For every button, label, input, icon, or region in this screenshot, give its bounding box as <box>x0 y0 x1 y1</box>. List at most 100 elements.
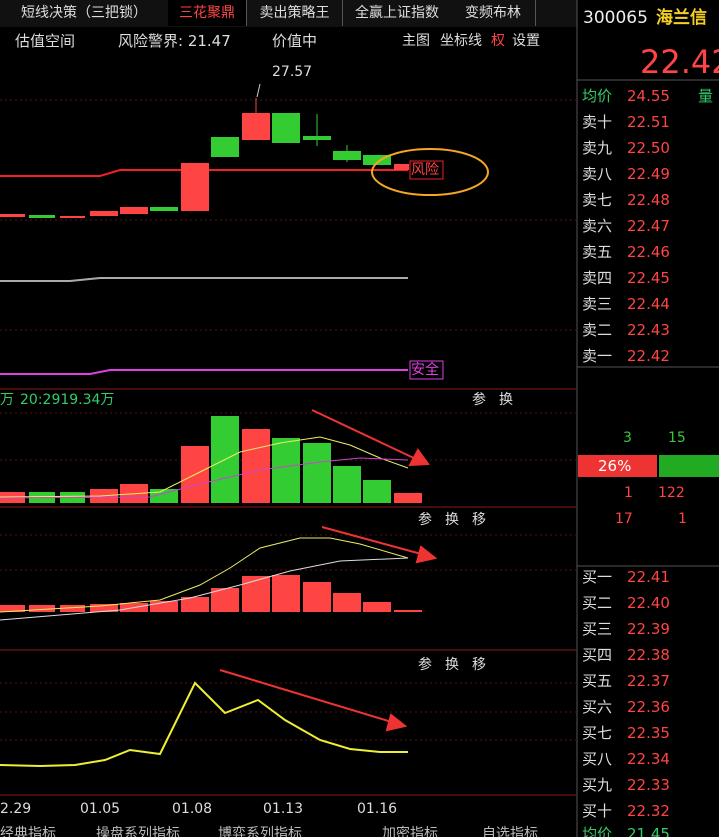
book-price: 22.32 <box>627 802 670 820</box>
stat: 17 <box>615 511 633 527</box>
book-price: 22.48 <box>627 191 670 209</box>
stat: 122 <box>658 485 685 501</box>
panel-button[interactable]: 换 <box>445 512 459 528</box>
grid <box>0 99 577 741</box>
date-label: 01.05 <box>80 801 121 817</box>
book-price: 22.46 <box>627 243 670 261</box>
book-label: 卖三 <box>582 295 613 313</box>
tab[interactable]: 全赢上证指数 <box>343 0 452 26</box>
volume-unit: 万 <box>0 392 14 408</box>
toolbar-item: 估值空间 <box>15 32 76 50</box>
tab[interactable]: 变频布林 <box>451 0 536 26</box>
avg-label: 均价 <box>582 87 613 105</box>
stock-price: 22.42 <box>640 43 719 81</box>
date-label: 01.13 <box>263 801 304 817</box>
panel-button[interactable]: 参 <box>418 657 432 673</box>
volume-bars <box>0 416 422 503</box>
book-price: 22.39 <box>627 620 670 638</box>
stock-code: 300065 <box>583 8 648 28</box>
book-label: 卖十 <box>582 113 613 131</box>
risk-box <box>409 160 444 180</box>
book-label: 卖七 <box>582 191 613 209</box>
risk-label: 风险 <box>411 162 439 178</box>
avg-price: 21.45 <box>627 825 670 837</box>
stat: 1 <box>678 511 687 527</box>
panel-button[interactable]: 移 <box>472 657 486 673</box>
book-label: 卖二 <box>582 321 613 339</box>
panel-button[interactable]: 参 <box>472 392 486 408</box>
panel3-line <box>0 681 408 768</box>
book-label: 买二 <box>582 594 613 612</box>
stock-name: 海兰信 <box>656 8 707 28</box>
book-label: 卖八 <box>582 165 613 183</box>
book-label: 买六 <box>582 698 613 716</box>
safe-label: 安全 <box>411 362 439 378</box>
book-label: 卖五 <box>582 243 613 261</box>
panel-button[interactable]: 参 <box>418 512 432 528</box>
panel-button[interactable]: 移 <box>472 512 486 528</box>
highlight-ellipse <box>371 148 489 196</box>
book-price: 22.35 <box>627 724 670 742</box>
ratio-buy <box>659 455 719 477</box>
avg-price: 24.55 <box>627 87 670 105</box>
date-label: 01.16 <box>357 801 398 817</box>
bottom-tab[interactable]: 加密指标 <box>382 826 438 837</box>
book-label: 买一 <box>582 568 613 586</box>
date-label: 2.29 <box>0 801 32 817</box>
stat: 15 <box>668 430 686 446</box>
book-price: 22.47 <box>627 217 670 235</box>
stat: 1 <box>624 485 633 501</box>
bottom-tab[interactable]: 操盘系列指标 <box>96 826 180 837</box>
toolbar-button[interactable]: 主图 <box>402 33 430 49</box>
book-label: 卖六 <box>582 217 613 235</box>
book-label: 买四 <box>582 646 613 664</box>
high-label: 27.57 <box>272 64 313 80</box>
bottom-tab[interactable]: 博弈系列指标 <box>218 826 302 837</box>
book-price: 22.36 <box>627 698 670 716</box>
book-price: 22.34 <box>627 750 670 768</box>
book-price: 22.38 <box>627 646 670 664</box>
book-label: 买八 <box>582 750 613 768</box>
candles <box>0 98 409 218</box>
toolbar-item: 价值中 <box>272 32 318 50</box>
book-price: 22.41 <box>627 568 670 586</box>
book-price: 22.43 <box>627 321 670 339</box>
avg-label: 均价 <box>582 825 613 837</box>
book-price: 22.45 <box>627 269 670 287</box>
book-price: 22.50 <box>627 139 670 157</box>
safe-box <box>409 360 444 380</box>
book-price: 22.44 <box>627 295 670 313</box>
date-label: 01.08 <box>172 801 213 817</box>
stat: 3 <box>623 430 632 446</box>
safe-line <box>0 369 408 375</box>
book-price: 22.42 <box>627 347 670 365</box>
book-label: 买三 <box>582 620 613 638</box>
toolbar-button[interactable]: 设置 <box>512 33 540 49</box>
mid-line <box>0 277 408 282</box>
book-price: 22.40 <box>627 594 670 612</box>
toolbar-button[interactable]: 坐标线 <box>440 33 482 49</box>
book-price: 22.51 <box>627 113 670 131</box>
book-label: 卖四 <box>582 269 613 287</box>
trend-arrows <box>219 409 438 732</box>
ratio-sell <box>578 455 657 477</box>
panel2-bars <box>0 537 422 621</box>
tab[interactable]: 卖出策略王 <box>247 0 343 26</box>
toolbar-item: 风险警界: 21.47 <box>118 32 231 50</box>
bottom-tab[interactable]: 经典指标 <box>0 826 56 837</box>
book-price: 22.37 <box>627 672 670 690</box>
book-label: 买五 <box>582 672 613 690</box>
panel-button[interactable]: 换 <box>499 392 513 408</box>
book-label: 卖一 <box>582 347 613 365</box>
book-price: 22.33 <box>627 776 670 794</box>
tab[interactable]: 短线决策（三把锁） <box>0 0 169 26</box>
volume-info: 20:2919.34万 <box>20 392 115 408</box>
toolbar-button[interactable]: 权 <box>491 33 505 49</box>
book-price: 22.49 <box>627 165 670 183</box>
bottom-tab[interactable]: 自选指标 <box>482 826 538 837</box>
stat: 26% <box>598 457 632 475</box>
panel-button[interactable]: 换 <box>445 657 459 673</box>
tab[interactable]: 三花聚鼎 <box>168 0 247 26</box>
book-label: 卖九 <box>582 139 613 157</box>
